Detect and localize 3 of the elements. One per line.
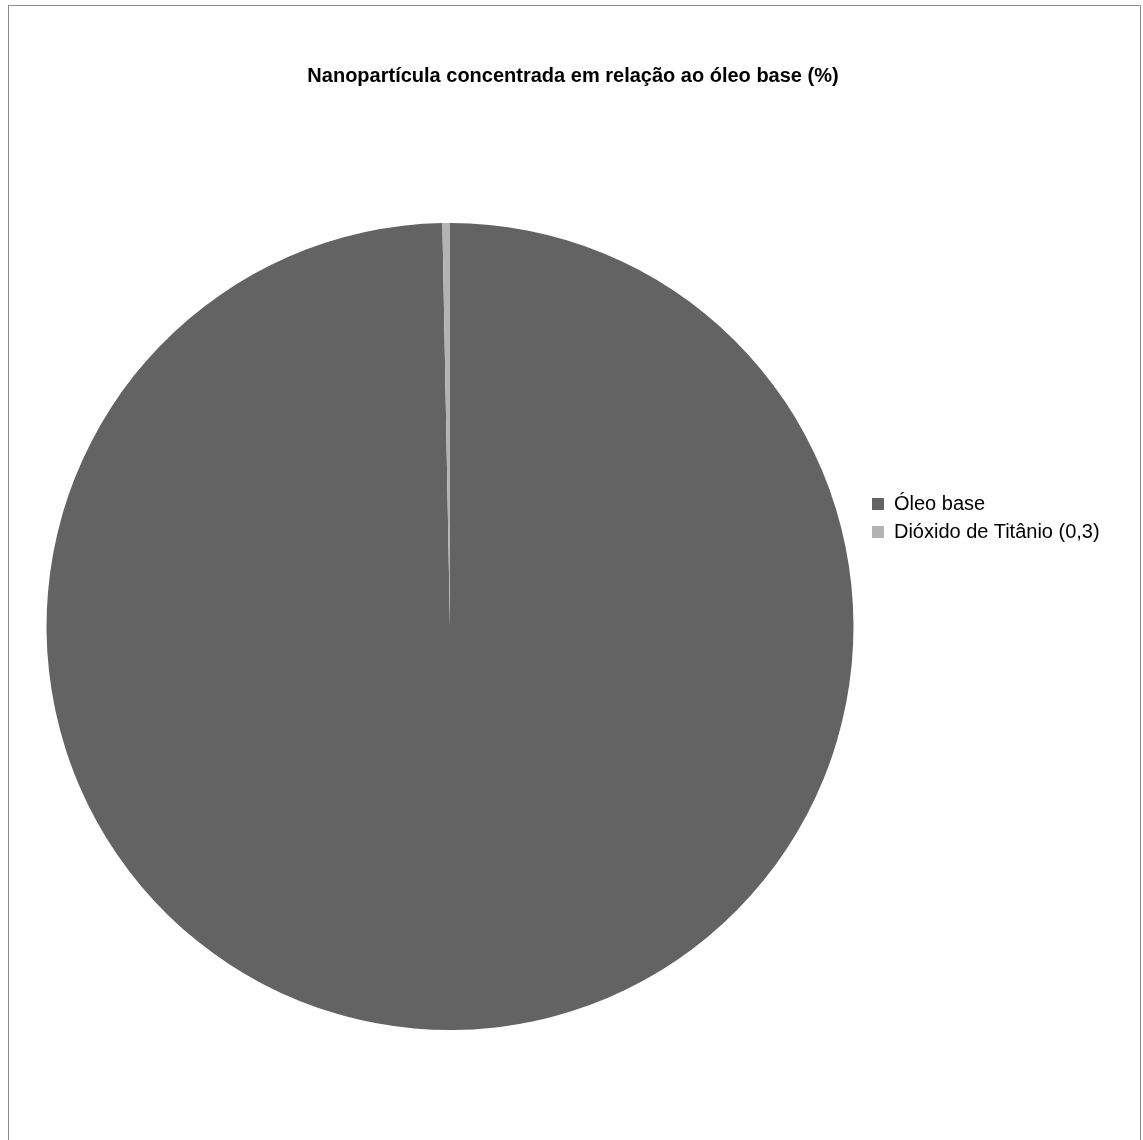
legend-label: Dióxido de Titânio (0,3): [893, 519, 1100, 542]
chart-title: Nanopartícula concentrada em relação ao óleo base (%): [307, 63, 839, 86]
legend-label: Óleo base: [893, 491, 986, 514]
